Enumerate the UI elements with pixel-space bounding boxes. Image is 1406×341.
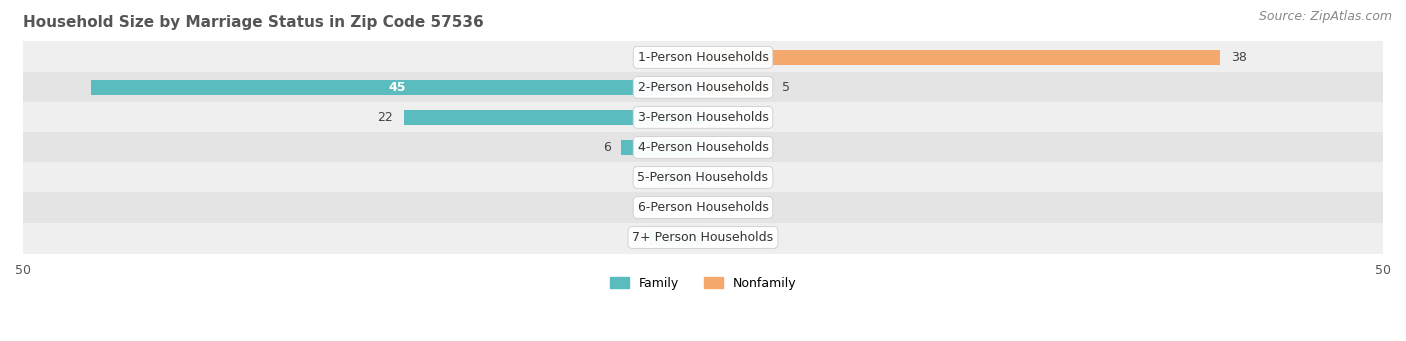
Bar [22,192,1384,223]
Text: 4: 4 [630,231,638,244]
Bar [22,162,1384,192]
Legend: Family, Nonfamily: Family, Nonfamily [605,272,801,295]
Text: 0: 0 [714,141,721,154]
Text: 4-Person Households: 4-Person Households [637,141,769,154]
Text: 5-Person Households: 5-Person Households [637,171,769,184]
Bar [22,102,1384,132]
Text: 6-Person Households: 6-Person Households [637,201,769,214]
Text: 3: 3 [644,171,651,184]
Text: 0: 0 [685,201,692,214]
Text: 0: 0 [714,111,721,124]
Bar [662,170,703,185]
Text: 7+ Person Households: 7+ Person Households [633,231,773,244]
Text: 0: 0 [714,231,721,244]
Text: Household Size by Marriage Status in Zip Code 57536: Household Size by Marriage Status in Zip… [22,15,484,30]
Bar [404,110,703,125]
Text: 22: 22 [377,111,392,124]
Bar [22,223,1384,253]
Bar [703,79,770,95]
Bar [648,230,703,245]
Text: 3-Person Households: 3-Person Households [637,111,769,124]
Bar [621,140,703,155]
Text: 45: 45 [388,81,406,94]
Text: 38: 38 [1230,51,1247,64]
Bar [22,72,1384,102]
Text: 1-Person Households: 1-Person Households [637,51,769,64]
Bar [703,49,1220,65]
Text: 0: 0 [714,171,721,184]
Bar [22,132,1384,162]
Text: 6: 6 [603,141,610,154]
Text: Source: ZipAtlas.com: Source: ZipAtlas.com [1258,10,1392,23]
Bar [91,79,703,95]
Bar [22,42,1384,72]
Text: 0: 0 [685,51,692,64]
Text: 5: 5 [782,81,790,94]
Text: 2-Person Households: 2-Person Households [637,81,769,94]
Text: 0: 0 [714,201,721,214]
